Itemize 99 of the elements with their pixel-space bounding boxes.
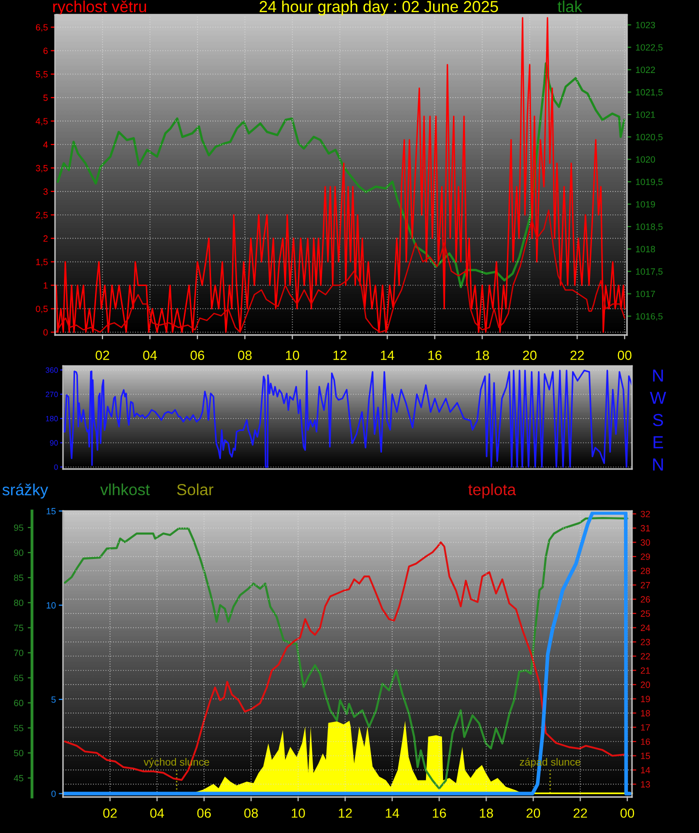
y-tick-label: 0 (43, 329, 48, 336)
y2-tick-label: 23 (640, 638, 650, 646)
y2-tick-label: 1022,5 (636, 44, 663, 52)
y2-axis-title: teplota (468, 484, 516, 498)
y2-tick-label: 21 (640, 667, 650, 674)
y2-tick-label: 1020,5 (636, 134, 663, 142)
x-tick-label: 08 (238, 350, 252, 360)
y-tick-label: 2 (43, 235, 48, 242)
y2-tick-label: 1022 (636, 66, 655, 74)
y3-tick-label: 60 (14, 700, 24, 706)
y3-tick-label: 85 (14, 574, 24, 581)
y3-tick-label: 80 (14, 600, 24, 606)
y-axis-title: srážky (2, 483, 48, 499)
x-tick-label: 02 (96, 350, 110, 360)
y3-tick-label: 50 (14, 750, 24, 756)
text: N (653, 458, 663, 470)
y-tick-label: 0 (51, 790, 56, 797)
x-tick-label: 12 (333, 350, 346, 360)
y-tick-label: 2,5 (36, 212, 48, 220)
y2-tick-label: 24 (640, 624, 650, 631)
y2-tick-label: 1019,5 (636, 178, 663, 186)
y-tick-label: 3,5 (36, 164, 48, 172)
text: E (654, 436, 664, 448)
y2-tick-label: 1016,5 (636, 313, 663, 321)
y2-tick-label: 1018 (636, 246, 656, 252)
y2-tick-label: 1018,5 (636, 224, 663, 231)
y-tick-label: 1 (44, 282, 48, 289)
y-tick-label: 15 (46, 508, 56, 514)
y2-tick-label: 29 (640, 554, 650, 560)
y-tick-label: 6 (43, 48, 48, 54)
y2-tick-label: 25 (640, 610, 650, 617)
y2-axis-title: tlak (558, 0, 582, 12)
y2-tick-label: 31 (640, 525, 650, 532)
y2-tick-label: 1021 (636, 111, 655, 118)
y2-tick-label: 16 (641, 738, 650, 745)
y2-tick-label: 1019 (636, 201, 655, 208)
y2-tick-label: 32 (640, 510, 650, 518)
x-tick-label: 00 (618, 350, 632, 360)
y2-tick-label: 18 (641, 710, 650, 716)
y2-tick-label: 1020 (636, 156, 656, 163)
y-tick-label: 1,5 (36, 258, 48, 266)
y-tick-label: 5 (51, 696, 56, 703)
text: W (650, 392, 666, 404)
x-tick-label: 14 (380, 350, 394, 360)
y-axis-title: rychlost větru (53, 0, 146, 16)
y2-tick-label: 1023 (636, 22, 656, 28)
y2-tick-label: 27 (640, 582, 650, 588)
y-tick-label: 3 (43, 188, 48, 195)
y2-tick-label: 1017,5 (636, 268, 663, 276)
x-tick-label: 16 (432, 808, 446, 818)
y2-tick-label: 14 (641, 767, 650, 774)
y3-tick-label: 95 (14, 524, 24, 531)
x-tick-label: 16 (428, 350, 442, 360)
chart-title: 24 hour graph day : 02 June 2025 (260, 0, 498, 16)
y2-tick-label: 13 (641, 781, 650, 788)
y2-tick-label: 15 (641, 752, 650, 760)
x-tick-label: 00 (620, 808, 634, 818)
x-tick-label: 10 (292, 808, 305, 818)
x-tick-label: 20 (523, 350, 537, 360)
y3-tick-label: 90 (14, 550, 24, 556)
y2-tick-label: 19 (641, 696, 650, 702)
x-tick-label: 06 (190, 350, 204, 360)
x-tick-label: 06 (197, 808, 211, 818)
y2-tick-label: 1021,5 (636, 89, 663, 97)
y-tick-label: 5,5 (36, 71, 48, 79)
y3-tick-label: 55 (14, 724, 24, 732)
y3-axis-title: vlhkost (100, 484, 150, 496)
y-tick-label: 10 (46, 602, 56, 609)
y2-tick-label: 28 (640, 568, 650, 574)
x-tick-label: 08 (244, 808, 258, 818)
y2-tick-label: 22 (640, 653, 650, 660)
y-tick-label: 0,5 (36, 306, 48, 314)
y3-tick-label: 65 (14, 674, 24, 682)
text: Solar (177, 484, 214, 496)
x-tick-label: 04 (143, 350, 157, 360)
y2-tick-label: 1017 (636, 290, 655, 298)
x-tick-label: 20 (526, 808, 540, 818)
text: S (653, 414, 663, 426)
y2-tick-label: 30 (640, 539, 650, 546)
x-tick-label: 18 (480, 808, 493, 818)
x-tick-label: 22 (574, 808, 587, 818)
text: N (653, 370, 663, 382)
y3-tick-label: 45 (14, 775, 24, 782)
x-tick-label: 04 (150, 808, 164, 818)
x-tick-label: 18 (476, 350, 489, 360)
x-tick-label: 10 (286, 350, 300, 360)
x-tick-label: 22 (570, 350, 584, 360)
y-tick-label: 6,5 (36, 24, 48, 32)
x-tick-label: 12 (338, 808, 352, 818)
x-tick-label: 02 (103, 808, 117, 818)
y3-tick-label: 70 (14, 650, 24, 656)
y-tick-label: 5 (43, 94, 48, 101)
x-tick-label: 14 (386, 808, 400, 818)
y2-tick-label: 26 (640, 596, 650, 603)
y-tick-label: 4 (43, 142, 48, 148)
y3-tick-label: 75 (14, 624, 24, 632)
y2-tick-label: 20 (640, 682, 650, 688)
y2-tick-label: 17 (641, 724, 650, 731)
y-tick-label: 4,5 (36, 118, 48, 126)
